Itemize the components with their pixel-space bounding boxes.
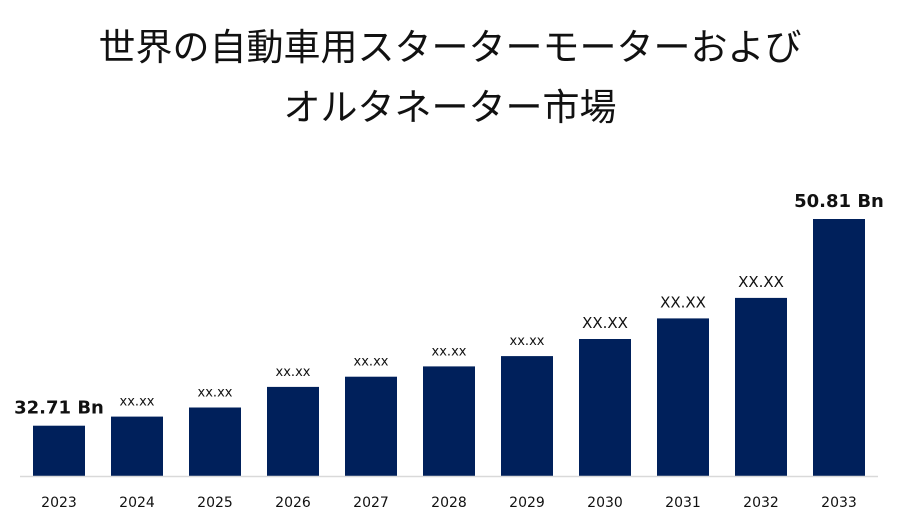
data-label-2028: xx.xx (432, 344, 467, 359)
bar-2026 (267, 386, 319, 476)
bar-2030 (579, 339, 631, 476)
data-label-2027: xx.xx (354, 355, 389, 370)
x-tick-label-2029: 2029 (509, 495, 545, 511)
x-tick-label-2023: 2023 (41, 495, 77, 511)
bar-2032 (735, 297, 787, 476)
x-tick-label-2025: 2025 (197, 495, 233, 511)
data-label-2023: 32.71 Bn (14, 398, 104, 419)
data-label-2024: xx.xx (120, 395, 155, 410)
bar-2025 (189, 407, 241, 476)
x-tick-label-2033: 2033 (821, 495, 857, 511)
x-tick-labels-group: 2023 2024 2025 2026 2027 2028 2029 2030 2031 2032… (41, 495, 857, 511)
bar-2029 (501, 356, 553, 476)
chart-title-line-2: オルタネーター市場 (283, 86, 617, 129)
data-label-2026: xx.xx (276, 365, 311, 380)
x-tick-label-2024: 2024 (119, 495, 155, 511)
data-label-2031: XX.XX (660, 293, 706, 311)
chart-title: 世界の自動車用スターターモーターおよび オルタネーター市場 (0, 18, 900, 138)
x-tick-label-2032: 2032 (743, 495, 779, 511)
x-tick-label-2028: 2028 (431, 495, 467, 511)
bar-2023 (33, 425, 85, 476)
data-label-2033: 50.81 Bn (794, 191, 884, 212)
bar-2028 (423, 366, 475, 476)
chart-title-line-1: 世界の自動車用スターターモーターおよび (98, 26, 802, 69)
data-label-2029: xx.xx (510, 334, 545, 349)
x-tick-label-2030: 2030 (587, 495, 623, 511)
bar-2027 (345, 376, 397, 476)
bar-2033 (813, 219, 865, 476)
bar-2024 (111, 416, 163, 476)
data-label-2025: xx.xx (198, 386, 233, 401)
x-tick-label-2031: 2031 (665, 495, 701, 511)
data-labels-group: 32.71 Bn xx.xx xx.xx xx.xx xx.xx xx.xx xx.xx XX… (14, 191, 884, 419)
data-label-2030: XX.XX (582, 314, 628, 332)
x-tick-label-2027: 2027 (353, 495, 389, 511)
data-label-2032: XX.XX (738, 273, 784, 291)
bar-2031 (657, 318, 709, 476)
x-tick-label-2026: 2026 (275, 495, 311, 511)
bars-group (33, 219, 865, 476)
